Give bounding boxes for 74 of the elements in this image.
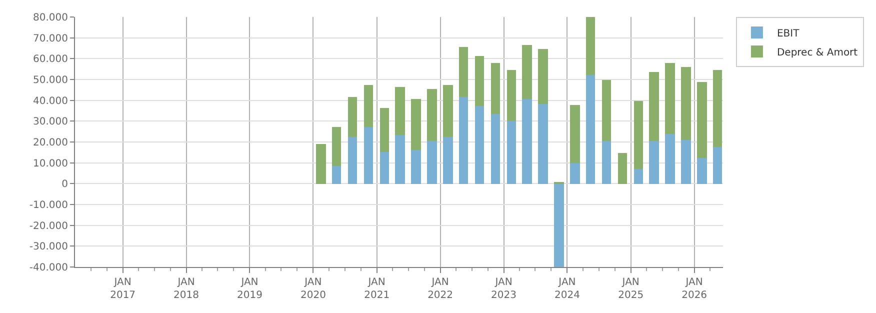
bar	[602, 141, 611, 184]
bar	[380, 152, 389, 184]
bar	[475, 106, 484, 184]
bar	[411, 99, 421, 150]
bar	[459, 97, 468, 184]
bar	[665, 63, 675, 134]
bar	[618, 153, 627, 184]
x-tick-label: JAN 2023	[491, 277, 516, 301]
bar	[380, 108, 389, 152]
bar	[570, 105, 580, 163]
bar	[427, 141, 437, 184]
bar	[507, 121, 516, 184]
x-tick-label: JAN 2022	[428, 277, 454, 301]
bar	[316, 144, 326, 184]
bar	[491, 63, 500, 114]
bar	[395, 135, 405, 184]
x-tick-label: JAN 2024	[554, 277, 580, 301]
bar	[395, 87, 405, 135]
bar	[697, 158, 707, 184]
y-tick-label: 10.000	[33, 158, 68, 170]
bar	[475, 56, 484, 106]
bar	[665, 134, 675, 184]
y-tick-label: -20.000	[29, 220, 68, 232]
bar	[522, 45, 532, 99]
bar	[364, 85, 373, 127]
bar	[411, 150, 421, 184]
bar	[697, 82, 707, 158]
x-tick-label: JAN 2017	[110, 277, 136, 301]
bar	[554, 184, 564, 267]
bar	[681, 67, 691, 140]
y-tick-label: 60.000	[33, 54, 68, 66]
bar	[348, 137, 357, 184]
bar	[681, 140, 691, 184]
y-tick-label: -10.000	[29, 200, 68, 211]
x-tick-label: JAN 2020	[300, 277, 326, 301]
bar	[602, 80, 611, 141]
x-tick-label: JAN 2026	[682, 277, 708, 301]
x-tick-label: JAN 2019	[237, 277, 262, 301]
bar	[459, 47, 468, 97]
y-tick-label: -40.000	[29, 262, 68, 274]
bar	[649, 141, 659, 184]
bar	[538, 49, 548, 104]
bar	[570, 163, 580, 184]
bar	[491, 114, 500, 184]
legend-label: EBIT	[776, 28, 800, 40]
y-tick-label: 80.000	[33, 12, 68, 24]
x-tick-label: JAN 2021	[364, 277, 390, 301]
bar	[507, 70, 516, 121]
bar	[332, 166, 341, 184]
bar	[634, 101, 643, 169]
bar	[364, 127, 373, 184]
y-tick-label: 40.000	[33, 96, 68, 107]
x-tick-label: JAN 2018	[174, 277, 199, 301]
y-tick-label: -30.000	[29, 242, 68, 253]
legend-label: Deprec & Amort	[776, 47, 858, 58]
bar	[522, 99, 532, 184]
bar	[586, 17, 595, 75]
bar	[713, 147, 722, 184]
bar	[427, 89, 437, 141]
y-tick-label: 0	[62, 179, 68, 190]
x-tick-label: JAN 2025	[618, 277, 644, 301]
bar	[443, 137, 453, 184]
y-tick-label: 70.000	[33, 33, 68, 44]
bar	[586, 75, 595, 184]
bar	[332, 127, 341, 166]
y-tick-label: 20.000	[33, 138, 68, 148]
bar	[538, 104, 548, 184]
y-tick-label: 30.000	[33, 116, 68, 128]
y-tick-label: 50.000	[33, 75, 68, 86]
bar	[649, 72, 659, 141]
bar	[443, 85, 453, 137]
bar	[348, 97, 357, 137]
bar	[634, 169, 643, 184]
bar	[713, 70, 722, 147]
